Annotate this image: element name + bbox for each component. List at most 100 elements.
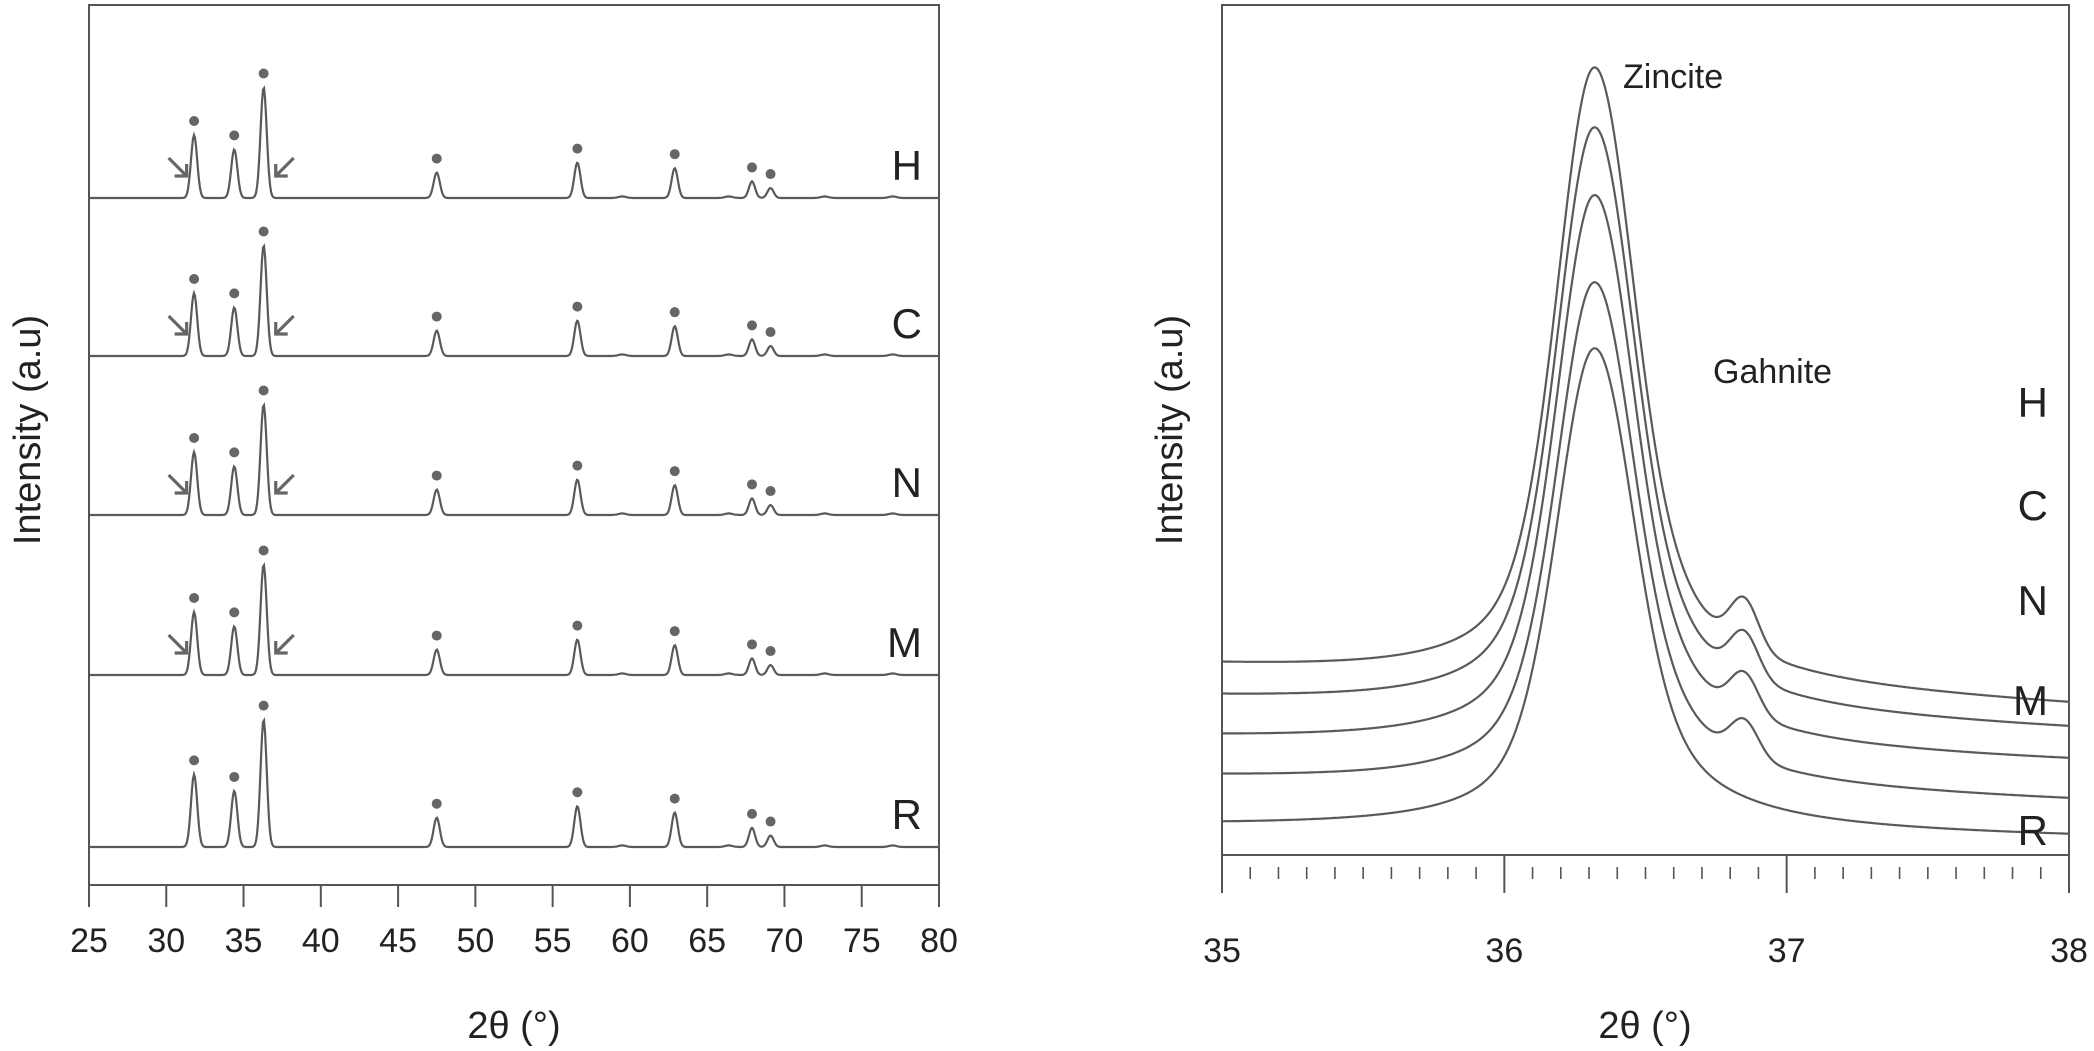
peak-marker [431,470,442,481]
peak-marker [189,755,200,766]
peak-marker [189,593,200,604]
arrow-marker-left [167,156,189,178]
left-x-tick-label: 30 [147,922,185,960]
right-x-tick-label: 38 [2050,932,2088,970]
peak-marker [229,288,240,299]
peak-marker [765,327,776,338]
arrow-marker-left [167,473,189,495]
left-trace-N [89,402,939,517]
right-x-tick-label: 37 [1768,932,1806,970]
left-x-tick-label: 70 [766,922,804,960]
left-x-tick-labels: 25 30 35 40 45 50 55 60 65 70 75 80 [70,922,958,960]
peak-marker [669,793,680,804]
peak-marker [258,385,269,396]
left-trace-R [89,716,939,849]
left-series-label-C: C [892,300,922,347]
right-trace-H [1222,66,2070,703]
peak-marker [189,274,200,285]
right-series-label-N: N [2018,577,2048,624]
peak-marker [669,466,680,477]
right-x-axis-ticks [1221,855,2070,893]
arrow-marker-right [274,156,295,178]
left-plot-frame [88,4,940,886]
peak-marker [229,771,240,782]
peak-marker [258,545,269,556]
peak-marker [669,307,680,318]
right-x-tick-label: 36 [1485,932,1523,970]
arrow-marker-left [167,633,189,655]
peak-marker [189,116,200,127]
left-arrow-markers [167,156,295,655]
left-x-tick-label: 35 [225,922,263,960]
peak-marker [189,433,200,444]
peak-marker [747,162,757,173]
left-peak-markers [189,68,776,827]
peak-marker [572,143,583,154]
left-x-axis-title: 2θ (°) [467,1005,560,1047]
arrow-marker-right [274,314,295,336]
left-trace-C [89,243,939,358]
peak-marker [765,646,776,657]
zincite-annotation: Zincite [1623,58,1723,96]
peak-marker [431,153,442,164]
peak-marker [747,639,757,650]
right-trace-R [1222,347,2069,835]
peak-marker [258,700,269,711]
left-trace-M [89,562,939,677]
left-x-tick-label: 80 [920,922,958,960]
right-series-label-R: R [2018,807,2048,854]
right-y-axis-title: Intensity (a.u) [1149,315,1191,545]
peak-marker [747,320,757,331]
arrow-marker-right [274,633,295,655]
right-x-axis-title: 2θ (°) [1598,1005,1691,1047]
peak-marker [229,447,240,458]
right-series-traces [1222,66,2070,835]
left-trace-H [89,85,939,200]
left-series-label-R: R [892,791,922,838]
peak-marker [765,816,776,827]
right-plot-frame [1221,4,2070,856]
peak-marker [669,149,680,160]
left-series-traces [89,85,939,849]
right-series-label-H: H [2018,379,2048,426]
gahnite-annotation: Gahnite [1713,353,1832,391]
left-x-axis-ticks [88,885,940,907]
peak-marker [747,479,757,490]
peak-marker [229,607,240,618]
right-series-label-M: M [2013,677,2048,724]
left-x-tick-label: 75 [843,922,881,960]
peak-marker [258,68,269,79]
left-x-tick-label: 55 [534,922,572,960]
peak-marker [431,630,442,641]
left-x-tick-label: 40 [302,922,340,960]
left-series-labels: H C N M R [887,142,922,838]
peak-marker [747,808,757,819]
right-trace-M [1222,281,2069,799]
right-series-label-C: C [2018,482,2048,529]
left-xrd-panel: 25 30 35 40 45 50 55 60 65 70 75 80 H C N M R 2θ (°) In… [7,4,958,1047]
left-x-tick-label: 65 [688,922,726,960]
peak-marker [572,787,583,798]
right-trace-N [1222,193,2069,759]
peak-marker [431,798,442,809]
left-series-label-H: H [892,142,922,189]
arrow-marker-right [274,473,295,495]
left-x-tick-label: 50 [456,922,494,960]
peak-marker [765,169,776,180]
left-series-label-N: N [892,459,922,506]
arrow-marker-left [167,314,189,336]
left-series-label-M: M [887,619,922,666]
left-x-tick-label: 45 [379,922,417,960]
peak-marker [669,626,680,637]
left-y-axis-title: Intensity (a.u) [7,315,49,545]
peak-marker [572,460,583,471]
right-xrd-panel: 35 36 37 38 H C N M R Zincite Gahnite 2θ (°) In… [1149,4,2088,1047]
peak-marker [258,226,269,237]
right-series-labels: H C N M R [2013,379,2048,854]
peak-marker [431,311,442,322]
left-x-tick-label: 25 [70,922,108,960]
right-trace-C [1222,126,2069,727]
peak-marker [572,620,583,631]
right-x-tick-label: 35 [1203,932,1241,970]
